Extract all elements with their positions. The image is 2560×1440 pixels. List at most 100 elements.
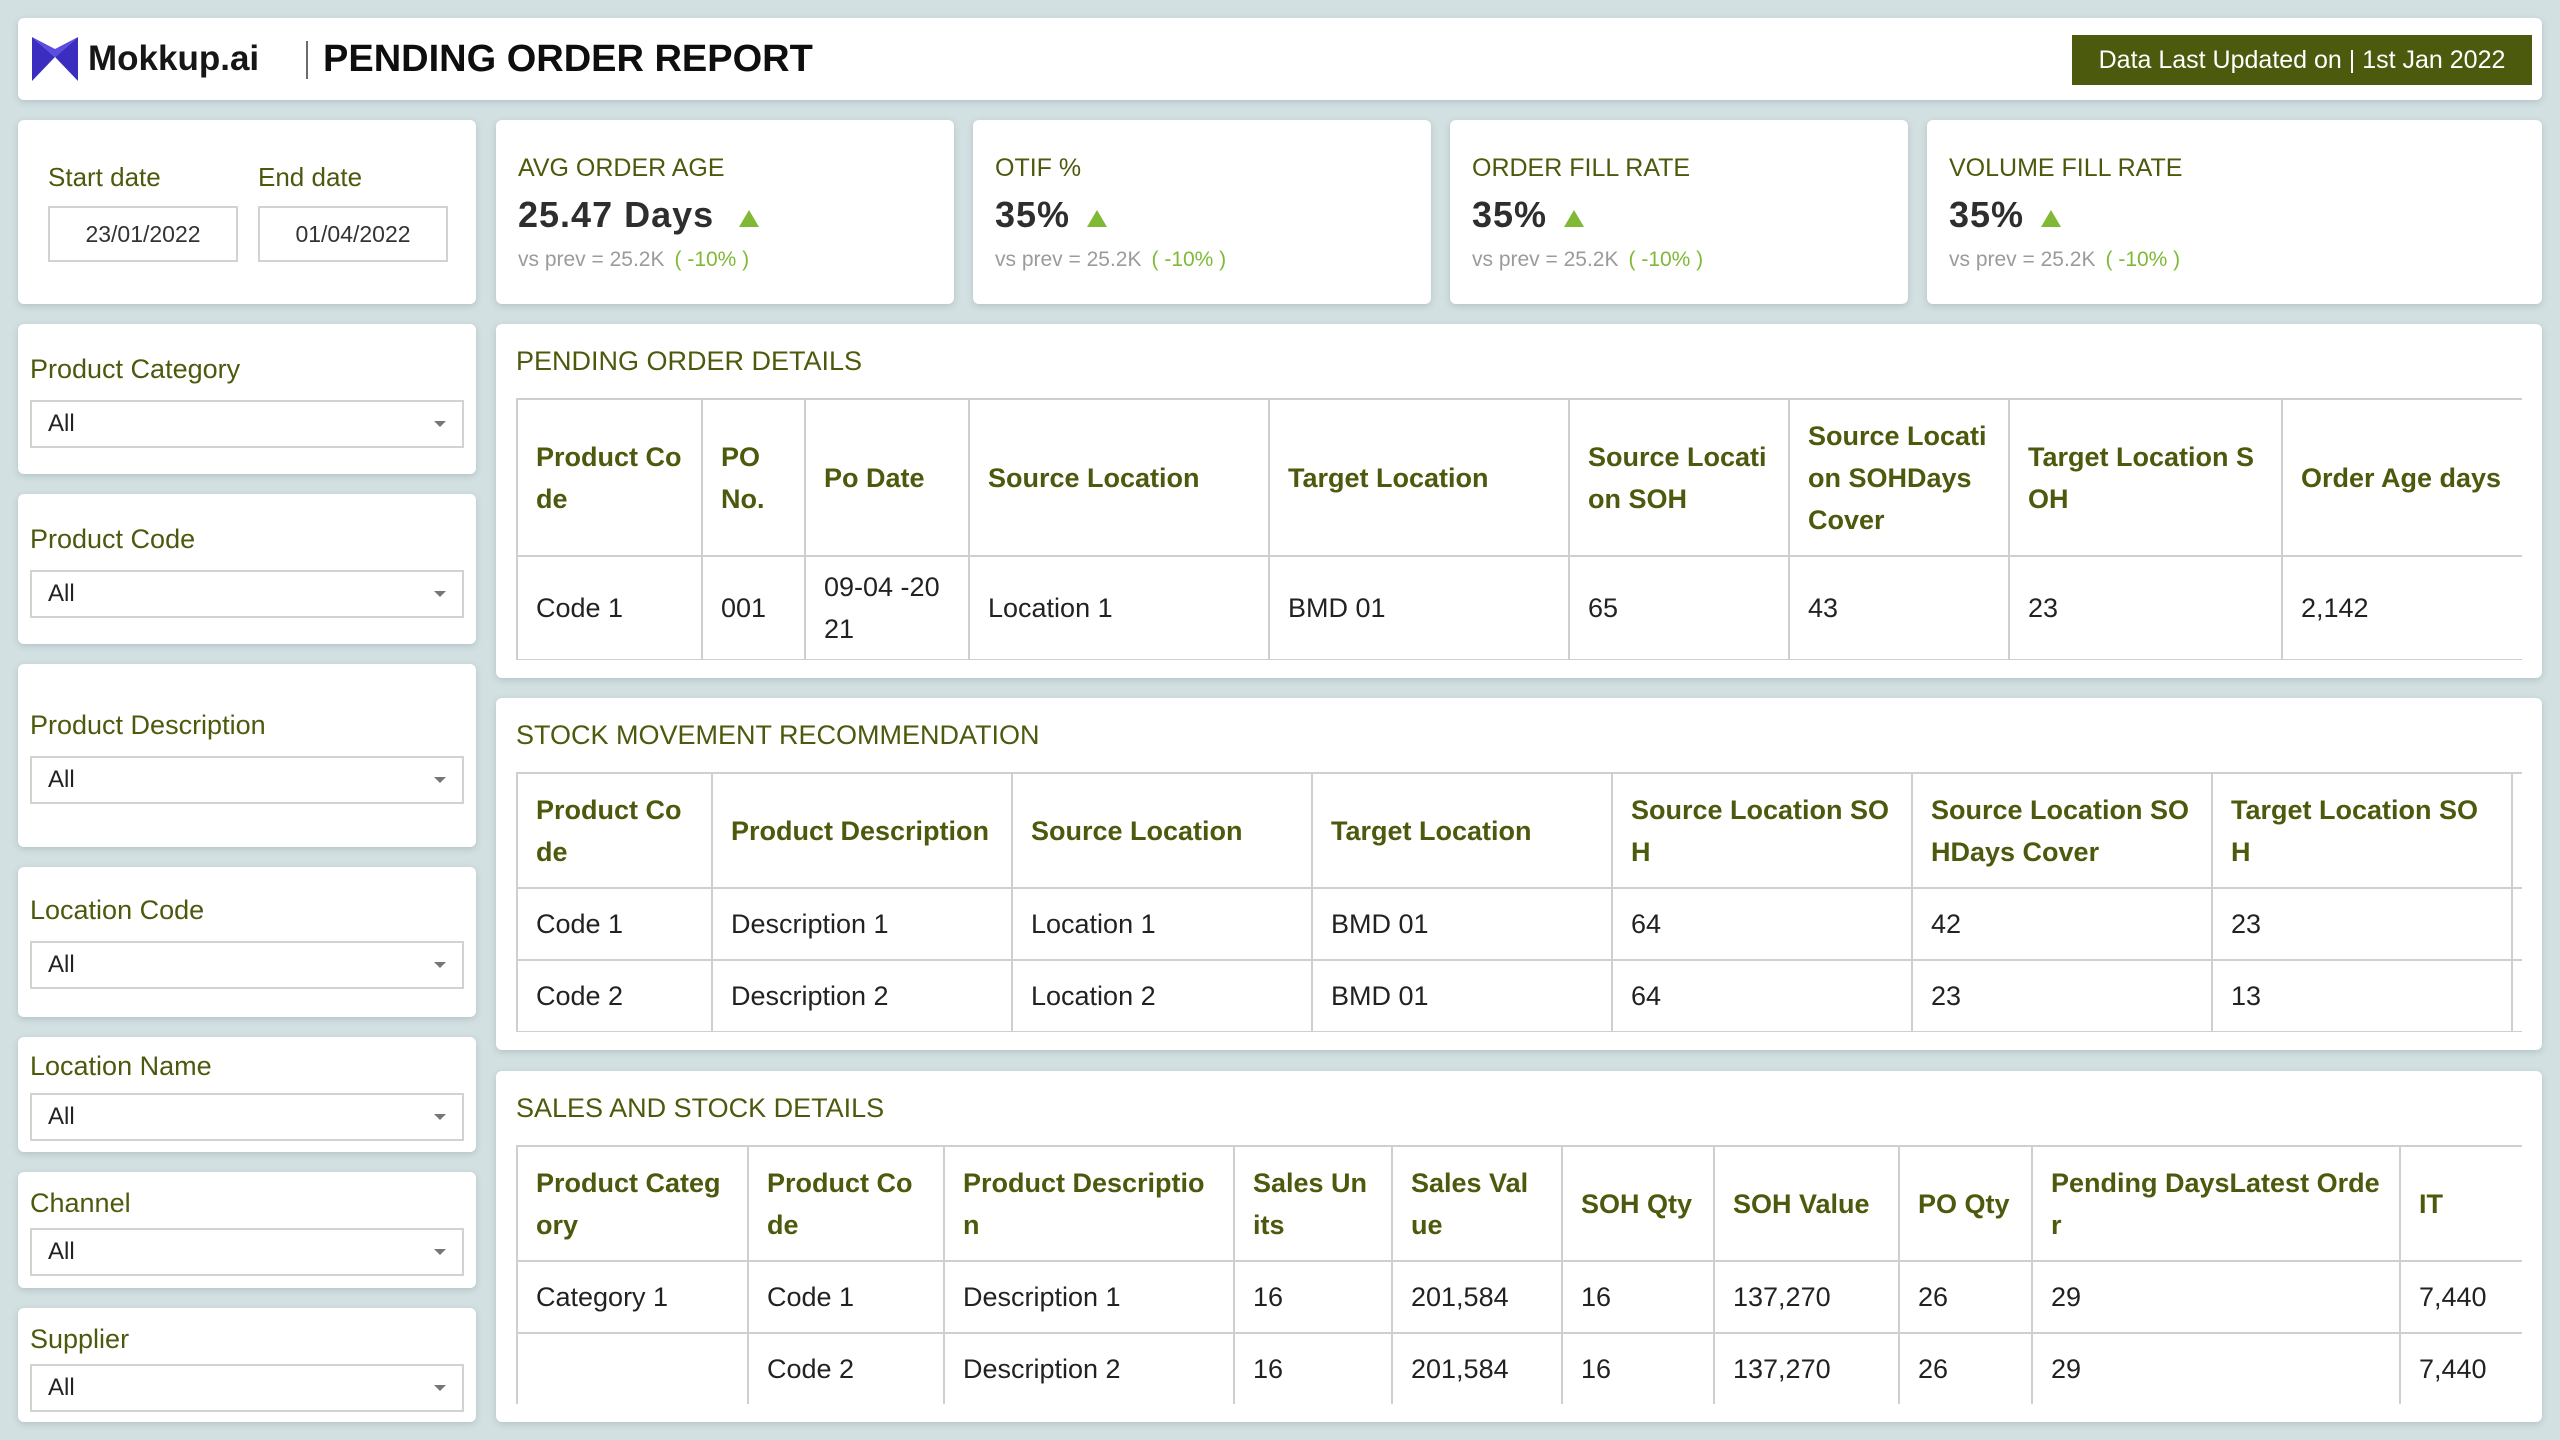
column-header[interactable]: PO No.	[702, 400, 806, 557]
filter-product-code: Product Code All	[18, 494, 476, 644]
kpi-label: ORDER FILL RATE	[1472, 154, 1691, 182]
pending-order-table-container: Product Co de PO No. Po Date Source Loca…	[516, 398, 2522, 660]
filter-label: Supplier	[30, 1324, 130, 1354]
column-header[interactable]: Target Location S OH	[2009, 400, 2283, 557]
table-cell: 2,142	[2282, 556, 2522, 660]
kpi-value: 35%	[1949, 194, 2025, 235]
kpi-card-order-fill-rate: ORDER FILL RATE 35% vs prev = 25.2K ( -10…	[1450, 120, 1908, 304]
table-row[interactable]: Code 2 Description 2 16 201,584 16 137,2…	[518, 1333, 2522, 1404]
table-cell: 09-04 -20 21	[805, 556, 970, 660]
column-header[interactable]: Source Location SO H	[1612, 774, 1913, 889]
table-row[interactable]: Category 1 Code 1 Description 1 16 201,5…	[518, 1261, 2522, 1334]
kpi-label: AVG ORDER AGE	[518, 154, 725, 182]
chevron-down-icon	[434, 591, 446, 597]
table-cell: 26	[1899, 1261, 2033, 1334]
table-cell: Code 2	[518, 960, 713, 1032]
column-header[interactable]: Source Locati on SOH	[1569, 400, 1790, 557]
table-cell: Code 2	[748, 1333, 945, 1404]
table-cell: Description 2	[944, 1333, 1235, 1404]
dropdown-value: All	[48, 410, 75, 437]
channel-dropdown[interactable]: All	[30, 1228, 464, 1276]
table-cell: Location 2	[1012, 960, 1313, 1032]
filter-label: Location Code	[30, 895, 205, 925]
pending-order-table: Product Co de PO No. Po Date Source Loca…	[518, 400, 2522, 660]
table-header-row: Product Categ ory Product Co de Product …	[518, 1147, 2522, 1262]
table-row[interactable]: Code 2 Description 2 Location 2 BMD 01 6…	[518, 960, 2522, 1032]
column-header[interactable]: SOH Value	[1714, 1147, 1900, 1262]
header-divider	[306, 41, 308, 79]
column-header[interactable]: Sales Val ue	[1392, 1147, 1563, 1262]
page-title: PENDING ORDER REPORT	[323, 38, 813, 80]
filter-label: Product Code	[30, 524, 196, 554]
column-header[interactable]: Product Description	[712, 774, 1013, 889]
filter-product-description: Product Description All	[18, 664, 476, 847]
table-cell: Description 1	[944, 1261, 1235, 1334]
last-updated-badge: Data Last Updated on | 1st Jan 2022	[2072, 35, 2532, 85]
filter-location-name: Location Name All	[18, 1037, 476, 1152]
column-header[interactable]: Source Locati on SOHDays Cover	[1789, 400, 2010, 557]
kpi-value: 25.47 Days	[518, 194, 715, 235]
start-date-input[interactable]: 23/01/2022	[48, 206, 238, 262]
table-cell: Description 2	[712, 960, 1013, 1032]
filter-location-code: Location Code All	[18, 867, 476, 1017]
end-date-input[interactable]: 01/04/2022	[258, 206, 448, 262]
column-header[interactable]: Source Location	[1012, 774, 1313, 889]
table-cell: 64	[1612, 888, 1913, 961]
sales-stock-table-container: Product Categ ory Product Co de Product …	[516, 1145, 2522, 1404]
table-cell: 23	[1912, 960, 2213, 1032]
table-cell: 29	[2032, 1261, 2401, 1334]
product-category-dropdown[interactable]: All	[30, 400, 464, 448]
location-code-dropdown[interactable]: All	[30, 941, 464, 989]
sales-stock-table: Product Categ ory Product Co de Product …	[518, 1147, 2522, 1404]
column-header[interactable]: Product Co de	[748, 1147, 945, 1262]
column-header[interactable]: Target Location	[1312, 774, 1613, 889]
table-row[interactable]: Code 1 001 09-04 -20 21 Location 1 BMD 0…	[518, 556, 2522, 660]
table-cell: BMD 01	[1269, 556, 1570, 660]
table-cell: 23	[2009, 556, 2283, 660]
stock-movement-table-container: Product Co de Product Description Source…	[516, 772, 2522, 1032]
column-header[interactable]: Product Co de	[518, 400, 703, 557]
table-header-row: Product Co de Product Description Source…	[518, 774, 2522, 889]
product-code-dropdown[interactable]: All	[30, 570, 464, 618]
filter-label: Location Name	[30, 1051, 212, 1081]
table-cell: Description 1	[712, 888, 1013, 961]
kpi-prev-value: vs prev = 25.2K	[995, 248, 1142, 271]
column-header[interactable]: Pending DaysLatest Orde r	[2032, 1147, 2401, 1262]
product-description-dropdown[interactable]: All	[30, 756, 464, 804]
kpi-value: 35%	[1472, 194, 1548, 235]
location-name-dropdown[interactable]: All	[30, 1093, 464, 1141]
table-cell: 43	[1789, 556, 2010, 660]
end-date-label: End date	[258, 162, 363, 192]
column-header[interactable]: Target Location SO H	[2212, 774, 2513, 889]
kpi-card-otif: OTIF % 35% vs prev = 25.2K ( -10% )	[973, 120, 1431, 304]
chevron-down-icon	[434, 777, 446, 783]
column-header[interactable]: Product Categ ory	[518, 1147, 749, 1262]
trend-up-icon	[739, 210, 759, 227]
table-row[interactable]: Code 1 Description 1 Location 1 BMD 01 6…	[518, 888, 2522, 961]
column-header[interactable]: Sales Un its	[1234, 1147, 1393, 1262]
pending-order-details-panel: PENDING ORDER DETAILS Product Co de PO N…	[496, 324, 2542, 678]
stock-movement-table: Product Co de Product Description Source…	[518, 774, 2522, 1032]
chevron-down-icon	[434, 962, 446, 968]
table-cell: 16	[1234, 1261, 1393, 1334]
column-header[interactable]: Product Descriptio n	[944, 1147, 1235, 1262]
table-cell: 7,440	[2400, 1261, 2522, 1334]
kpi-prev-value: vs prev = 25.2K	[518, 248, 665, 271]
table-cell: 16	[1234, 1333, 1393, 1404]
dropdown-value: All	[48, 1238, 75, 1265]
column-header[interactable]: Order Age days	[2282, 400, 2522, 557]
table-cell: 201,584	[1392, 1333, 1563, 1404]
column-header[interactable]: Po Date	[805, 400, 970, 557]
supplier-dropdown[interactable]: All	[30, 1364, 464, 1412]
column-header[interactable]: Source Location SO HDays Cover	[1912, 774, 2213, 889]
dropdown-value: All	[48, 1103, 75, 1130]
table-cell: 65	[1569, 556, 1790, 660]
column-header[interactable]: Source Location	[969, 400, 1270, 557]
column-header[interactable]: PO Qty	[1899, 1147, 2033, 1262]
column-header[interactable]: Target Location	[1269, 400, 1570, 557]
kpi-prev-value: vs prev = 25.2K	[1472, 248, 1619, 271]
date-range-panel: Start date 23/01/2022 End date 01/04/202…	[18, 120, 476, 304]
column-header[interactable]: Product Co de	[518, 774, 713, 889]
column-header[interactable]: SOH Qty	[1562, 1147, 1715, 1262]
column-header[interactable]: IT	[2400, 1147, 2522, 1262]
